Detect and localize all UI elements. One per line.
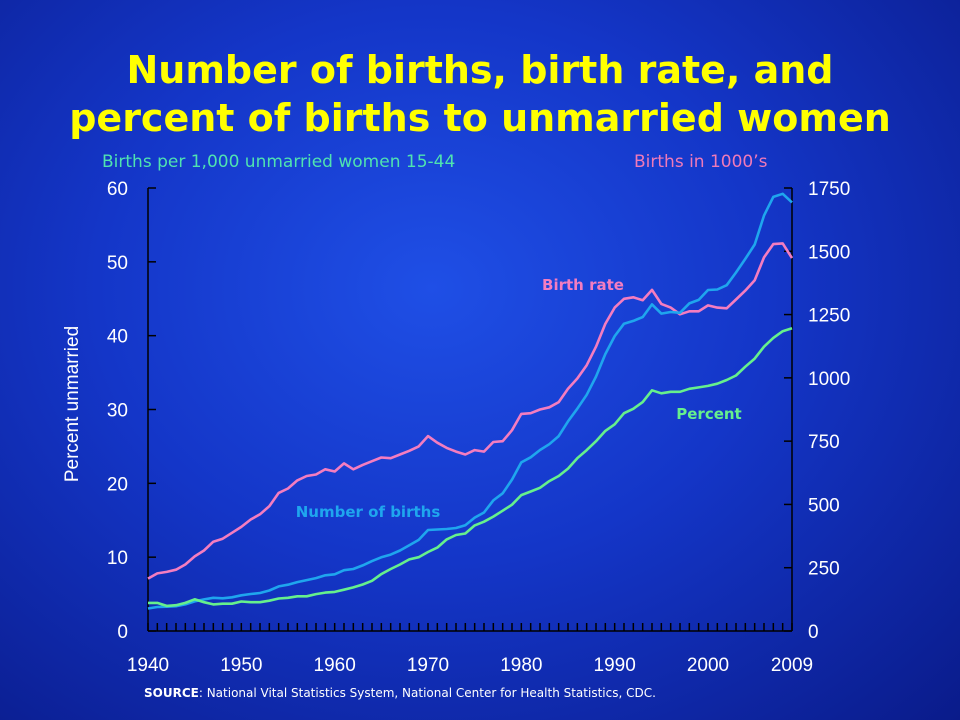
source-text: : National Vital Statistics System, Nati… <box>198 686 656 700</box>
series-label-number-of-births: Number of births <box>296 503 441 521</box>
source-note: SOURCE: National Vital Statistics System… <box>144 686 656 700</box>
y-axis-label: Percent unmarried <box>62 326 83 482</box>
right-tick-label: 1250 <box>808 306 850 327</box>
series-line-number-of-births <box>147 192 793 610</box>
x-tick-label: 2000 <box>687 655 729 676</box>
x-tick-label: 1960 <box>314 655 356 676</box>
series-label-percent: Percent <box>676 405 741 423</box>
x-tick-label: 1990 <box>594 655 636 676</box>
series-label-birth-rate: Birth rate <box>542 276 624 294</box>
x-tick-label: 1940 <box>127 655 169 676</box>
right-tick-label: 0 <box>808 622 819 643</box>
series-line-percent <box>148 327 793 608</box>
series-line-birth-rate <box>147 242 794 580</box>
x-tick-label: 1980 <box>500 655 542 676</box>
chart-title-line-2: percent of births to unmarried women <box>69 96 891 140</box>
right-tick-label: 250 <box>808 559 840 580</box>
series-lines <box>147 192 794 610</box>
left-tick-label: 50 <box>107 253 128 274</box>
axes: 0 10 20 30 40 50 60 0 250 500 750 1000 1250 1500 1750 1… <box>107 179 850 676</box>
left-tick-label: 10 <box>107 548 128 569</box>
chart-title-line-1: Number of births, birth rate, and <box>126 48 834 92</box>
right-tick-label: 750 <box>808 432 840 453</box>
left-tick-label: 30 <box>107 401 128 422</box>
left-tick-label: 60 <box>107 179 128 200</box>
right-tick-label: 1750 <box>808 179 850 200</box>
left-axis-caption: Births per 1,000 unmarried women 15-44 <box>102 152 456 172</box>
x-tick-label: 2009 <box>771 655 813 676</box>
right-tick-label: 500 <box>808 495 840 516</box>
left-tick-label: 40 <box>107 327 128 348</box>
x-tick-label: 1970 <box>407 655 449 676</box>
left-tick-label: 20 <box>107 474 128 495</box>
right-axis-caption: Births in 1000’s <box>634 152 768 172</box>
x-tick-label: 1950 <box>220 655 262 676</box>
right-tick-label: 1000 <box>808 369 850 390</box>
right-tick-label: 1500 <box>808 242 850 263</box>
left-tick-label: 0 <box>117 622 128 643</box>
source-prefix: SOURCE <box>144 686 199 700</box>
